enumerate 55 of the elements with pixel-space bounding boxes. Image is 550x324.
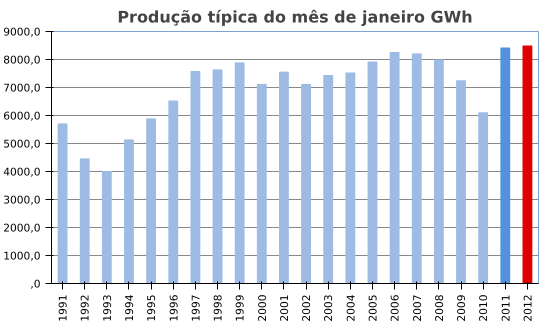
bar [146, 118, 156, 284]
bar [190, 71, 200, 284]
x-tick-label: 2001 [278, 294, 291, 322]
y-tick-label: ,0 [30, 278, 41, 290]
x-tick-label: 1995 [145, 294, 158, 322]
bar [412, 53, 422, 284]
bar [345, 72, 356, 284]
x-tick-label: 1999 [234, 294, 247, 322]
bar [234, 62, 245, 284]
y-tick-label: 2000,0 [3, 222, 41, 234]
x-tick-label: 1993 [100, 294, 114, 322]
y-tick-label: 9000,0 [3, 26, 41, 38]
y-tick-label: 6000,0 [3, 110, 41, 122]
y-tick-label: 1000,0 [3, 250, 41, 262]
x-tick-label: 2010 [477, 294, 490, 322]
bar [124, 139, 134, 284]
bar [58, 123, 68, 284]
x-tick-label: 1991 [56, 294, 70, 322]
x-tick-label: 1994 [122, 294, 136, 322]
x-tick-label: 1998 [212, 294, 225, 322]
x-tick-label: 1992 [78, 294, 92, 322]
chart-title: Produção típica do mês de janeiro GWh [117, 8, 473, 26]
bar [368, 62, 378, 284]
bar [256, 84, 267, 284]
y-tick-label: 8000,0 [3, 54, 41, 66]
bar [390, 52, 400, 284]
bar [500, 48, 510, 284]
bar [301, 84, 311, 284]
y-tick-label: 3000,0 [3, 194, 41, 206]
x-tick-label: 2007 [410, 294, 424, 322]
bar [212, 69, 222, 284]
x-tick-label: 2005 [366, 294, 380, 322]
x-tick-label: 2011 [499, 294, 512, 322]
x-tick-label: 2002 [300, 294, 314, 322]
x-tick-label: 2008 [432, 294, 446, 322]
x-tick-label: 2000 [256, 294, 269, 322]
x-tick-label: 1996 [167, 294, 180, 322]
x-tick-label: 2012 [521, 294, 534, 322]
x-tick-label: 1997 [189, 294, 202, 322]
x-tick-label: 2006 [388, 294, 402, 322]
bar [522, 46, 532, 284]
x-tick-label: 2004 [344, 294, 358, 322]
bar [434, 60, 444, 284]
bar [279, 72, 289, 284]
bar [168, 100, 178, 284]
bar [80, 158, 90, 284]
bar [478, 112, 488, 284]
x-tick-label: 2003 [322, 294, 336, 322]
y-tick-label: 7000,0 [3, 82, 41, 94]
y-tick-label: 5000,0 [3, 138, 41, 150]
bar [323, 74, 334, 284]
bar [102, 171, 112, 284]
x-tick-label: 2009 [455, 294, 468, 322]
bar [456, 80, 466, 284]
y-tick-label: 4000,0 [3, 166, 41, 178]
